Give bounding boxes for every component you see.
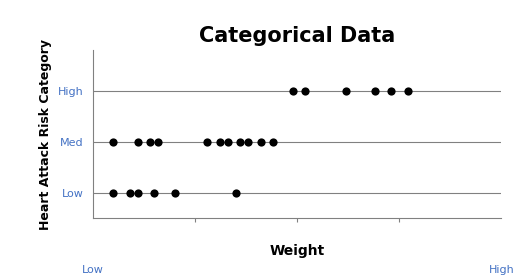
- Point: [289, 89, 297, 93]
- Point: [256, 140, 265, 144]
- Point: [110, 191, 118, 195]
- Point: [216, 140, 224, 144]
- Point: [403, 89, 412, 93]
- Point: [146, 140, 155, 144]
- Point: [236, 140, 244, 144]
- X-axis label: Weight: Weight: [270, 244, 325, 258]
- Title: Categorical Data: Categorical Data: [199, 26, 396, 46]
- Y-axis label: Heart Attack Risk Category: Heart Attack Risk Category: [39, 39, 52, 230]
- Text: Low: Low: [82, 265, 104, 276]
- Point: [134, 140, 142, 144]
- Point: [126, 191, 134, 195]
- Point: [371, 89, 379, 93]
- Point: [269, 140, 277, 144]
- Point: [154, 140, 162, 144]
- Point: [224, 140, 232, 144]
- Point: [342, 89, 351, 93]
- Text: High: High: [489, 265, 514, 276]
- Point: [110, 140, 118, 144]
- Point: [232, 191, 240, 195]
- Point: [134, 191, 142, 195]
- Point: [150, 191, 158, 195]
- Point: [171, 191, 179, 195]
- Point: [244, 140, 252, 144]
- Point: [203, 140, 211, 144]
- Point: [301, 89, 310, 93]
- Point: [387, 89, 396, 93]
